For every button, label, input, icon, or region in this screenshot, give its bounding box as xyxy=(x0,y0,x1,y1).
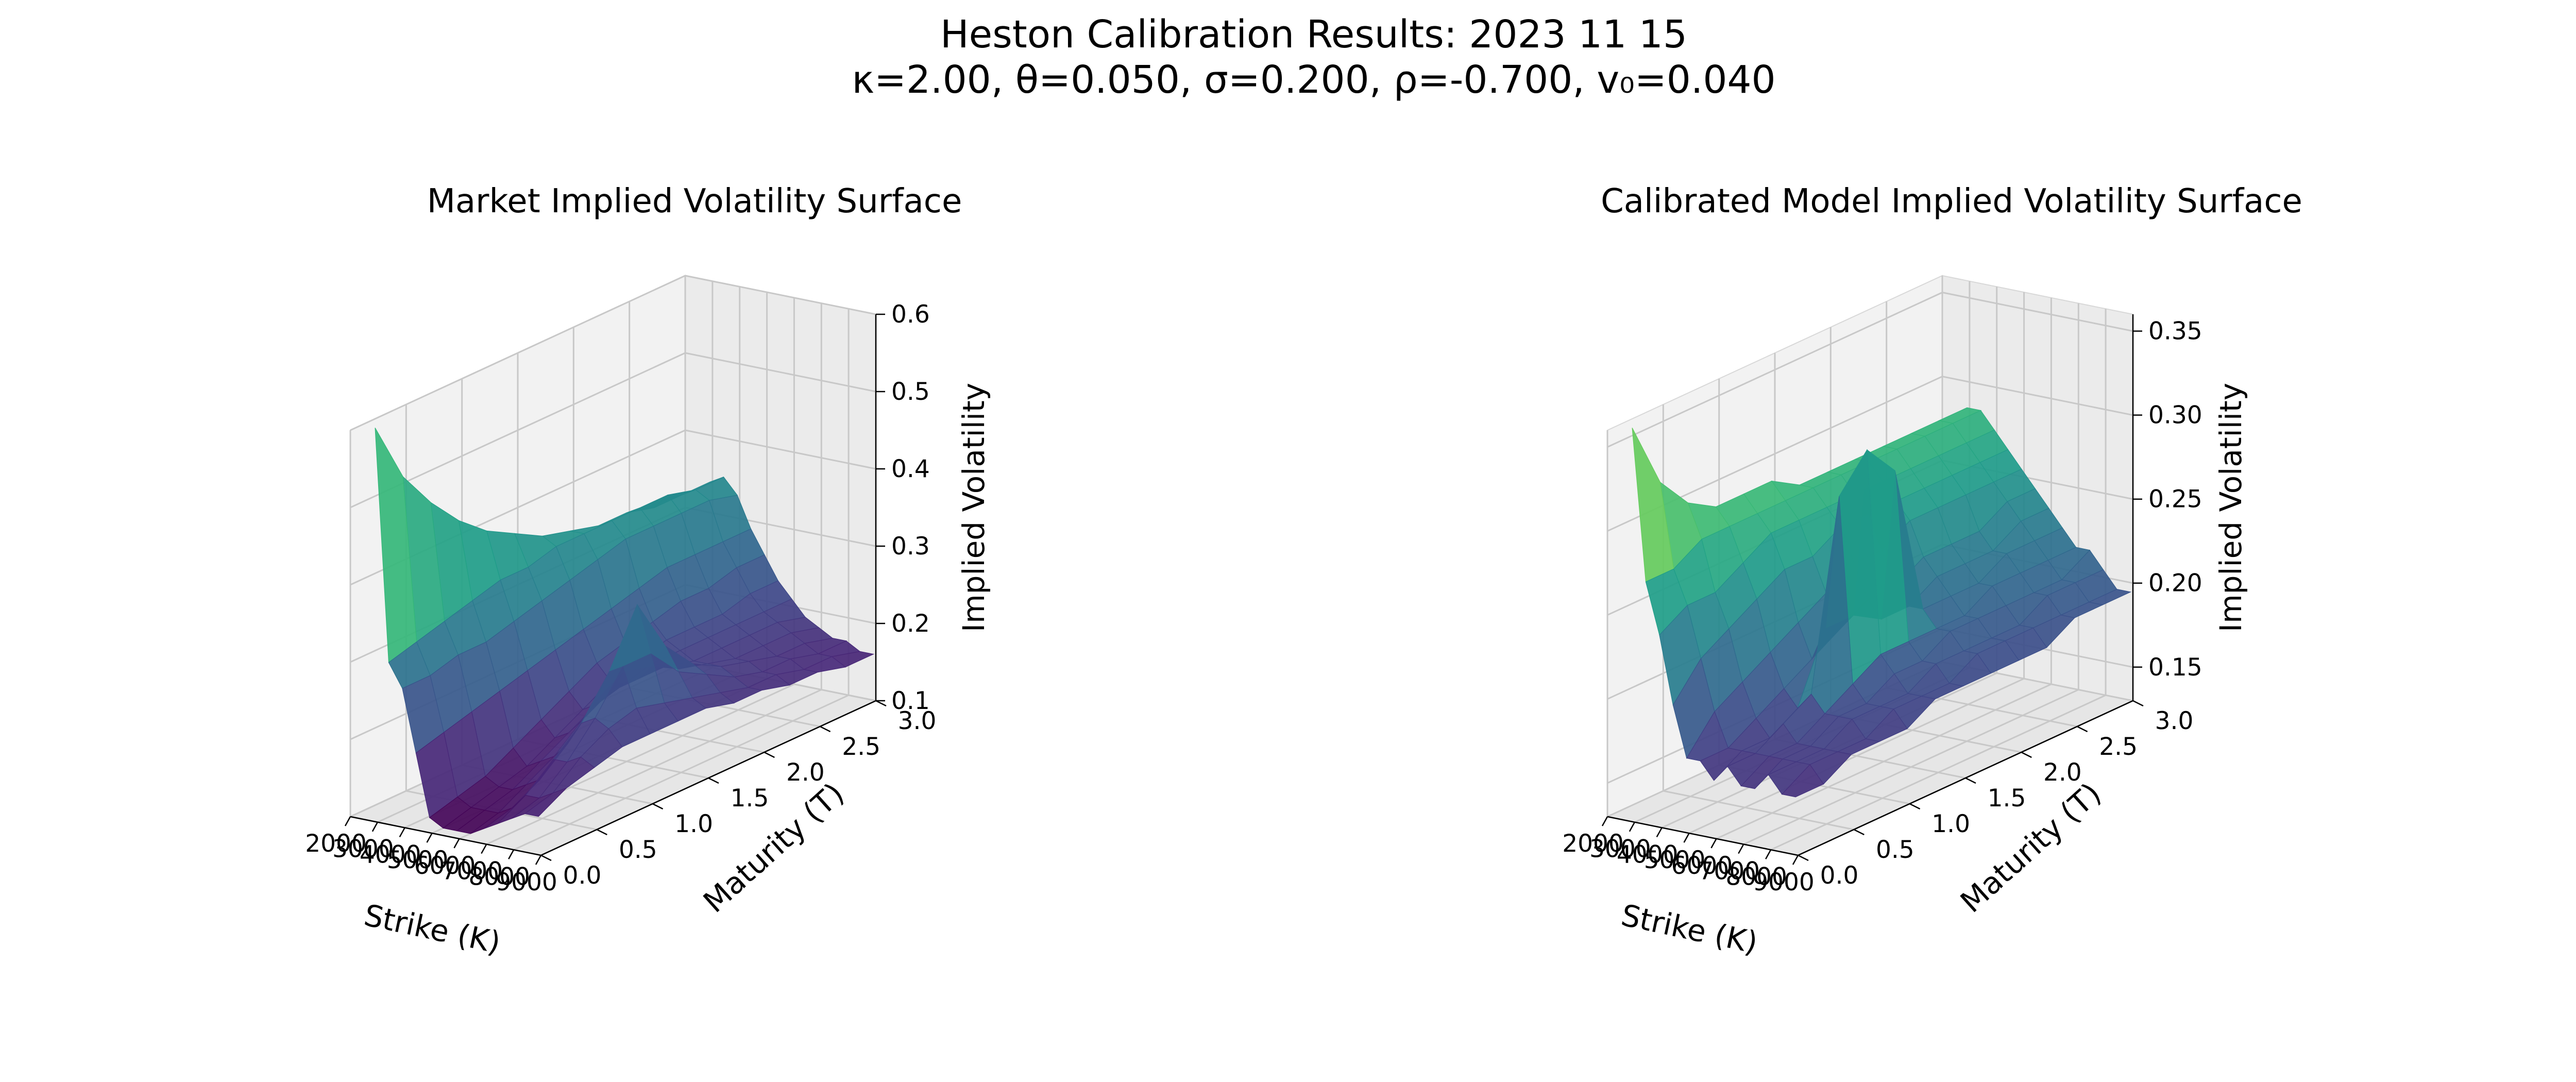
market-strike-tick-mark xyxy=(535,855,542,865)
model-maturity-tick-label: 3.0 xyxy=(2155,707,2194,735)
model-vol-tick-label: 0.35 xyxy=(2148,317,2202,346)
model-vol-tick-label: 0.15 xyxy=(2148,653,2202,682)
market-surface-panel: Market Implied Volatility Surface 200030… xyxy=(305,182,991,960)
model-surface-panel: Calibrated Model Implied Volatility Surf… xyxy=(1562,182,2302,960)
model-maturity-tick-label: 1.0 xyxy=(1931,810,1970,838)
market-strike-tick-mark xyxy=(481,843,487,854)
model-strike-tick-label: 4000 xyxy=(1617,840,1679,869)
model-maturity-axis-label: Maturity (T) xyxy=(1954,776,2108,920)
market-maturity-tick-mark xyxy=(875,700,887,707)
model-vol-tick-label: 0.30 xyxy=(2148,401,2202,430)
model-strike-tick-mark xyxy=(1601,816,1608,826)
market-maturity-tick-mark xyxy=(652,803,664,810)
market-strike-tick-label: 6000 xyxy=(414,852,476,880)
model-strike-tick-label: 5000 xyxy=(1644,846,1706,874)
market-strike-tick-label: 4000 xyxy=(360,840,421,869)
market-strike-tick-label: 7000 xyxy=(441,857,503,886)
market-strike-tick-mark xyxy=(371,822,378,832)
market-maturity-axis-label: Maturity (T) xyxy=(697,776,851,920)
market-gridline-z xyxy=(350,275,876,431)
market-maturity-tick-mark xyxy=(596,829,607,836)
figure-suptitle-line2: κ=2.00, θ=0.050, σ=0.200, ρ=-0.700, v₀=0… xyxy=(852,58,1775,102)
model-strike-tick-mark xyxy=(1792,855,1799,865)
market-vol-tick-label: 0.1 xyxy=(891,687,930,715)
market-maturity-tick-label: 2.0 xyxy=(786,758,825,787)
market-strike-tick-mark xyxy=(453,838,460,849)
figure-suptitle-line1: Heston Calibration Results: 2023 11 15 xyxy=(940,12,1687,57)
model-maturity-tick-mark xyxy=(2132,700,2144,707)
model-strike-tick-label: 2000 xyxy=(1562,830,1624,858)
model-strike-tick-mark xyxy=(1738,843,1744,854)
market-strike-tick-label: 2000 xyxy=(305,830,367,858)
model-gridline-z xyxy=(1607,376,2133,532)
market-maturity-tick-label: 2.5 xyxy=(842,733,880,761)
market-vol-tick-label: 0.5 xyxy=(891,378,930,406)
market-vol-tick-label: 0.4 xyxy=(891,455,930,483)
market-maturity-tick-label: 0.5 xyxy=(619,836,657,864)
model-maturity-tick-label: 0.5 xyxy=(1876,836,1914,864)
market-maturity-tick-label: 1.0 xyxy=(674,810,713,838)
model-strike-axis-line xyxy=(1607,816,1799,856)
model-strike-tick-mark xyxy=(1629,822,1635,832)
model-maturity-tick-mark xyxy=(1965,777,1976,784)
market-gridline-z xyxy=(350,352,876,509)
model-maturity-tick-mark xyxy=(1798,854,1809,861)
model-strike-tick-mark xyxy=(1765,849,1772,859)
market-strike-axis-line xyxy=(350,816,541,856)
model-maturity-tick-mark xyxy=(1909,803,1921,810)
model-maturity-tick-label: 1.5 xyxy=(1988,784,2026,813)
model-strike-tick-label: 6000 xyxy=(1671,852,1733,880)
model-strike-tick-label: 8000 xyxy=(1725,863,1787,891)
market-strike-tick-mark xyxy=(344,816,351,826)
market-strike-tick-mark xyxy=(508,849,515,859)
model-maturity-tick-mark xyxy=(2077,725,2088,733)
market-strike-tick-label: 5000 xyxy=(387,846,449,874)
market-strike-tick-label: 8000 xyxy=(468,863,530,891)
market-strike-tick-label: 3000 xyxy=(332,835,394,864)
market-vol-tick-label: 0.3 xyxy=(891,532,930,561)
model-maturity-tick-label: 2.0 xyxy=(2043,758,2082,787)
model-gridline-z xyxy=(1607,292,2133,448)
market-strike-tick-mark xyxy=(399,827,405,838)
market-strike-axis-label: Strike (K) xyxy=(361,898,504,960)
model-strike-tick-mark xyxy=(1656,827,1663,838)
model-strike-tick-label: 9000 xyxy=(1753,868,1815,897)
model-strike-tick-mark xyxy=(1710,838,1717,849)
model-maturity-tick-mark xyxy=(2021,751,2032,758)
model-maturity-tick-label: 2.5 xyxy=(2099,733,2138,761)
model-vol-tick-label: 0.25 xyxy=(2148,485,2202,514)
market-maturity-tick-mark xyxy=(764,751,775,758)
market-maturity-tick-label: 1.5 xyxy=(731,784,769,813)
model-panel-title: Calibrated Model Implied Volatility Surf… xyxy=(1601,182,2302,221)
market-vol-tick-label: 0.6 xyxy=(891,300,930,329)
model-vol-axis-label: Implied Volatility xyxy=(2213,383,2248,632)
model-maturity-tick-label: 0.0 xyxy=(1820,861,1859,890)
market-maturity-tick-label: 3.0 xyxy=(898,707,937,735)
model-strike-tick-mark xyxy=(1683,833,1690,843)
market-maturity-tick-mark xyxy=(540,854,552,861)
model-strike-tick-label: 7000 xyxy=(1698,857,1760,886)
market-surface-patch xyxy=(524,788,567,817)
model-strike-tick-label: 3000 xyxy=(1589,835,1651,864)
market-panel-title: Market Implied Volatility Surface xyxy=(427,182,962,221)
market-strike-tick-label: 9000 xyxy=(496,868,557,897)
market-maturity-tick-mark xyxy=(820,725,831,733)
model-maturity-tick-mark xyxy=(1853,829,1865,836)
market-maturity-tick-label: 0.0 xyxy=(563,861,602,890)
model-surface-patch xyxy=(1781,764,1824,798)
market-strike-tick-mark xyxy=(426,833,433,843)
market-vol-axis-label: Implied Volatility xyxy=(956,383,991,632)
model-strike-axis-label: Strike (K) xyxy=(1618,898,1761,960)
model-vol-tick-label: 0.20 xyxy=(2148,569,2202,598)
market-vol-tick-label: 0.2 xyxy=(891,610,930,638)
market-maturity-tick-mark xyxy=(708,777,719,784)
